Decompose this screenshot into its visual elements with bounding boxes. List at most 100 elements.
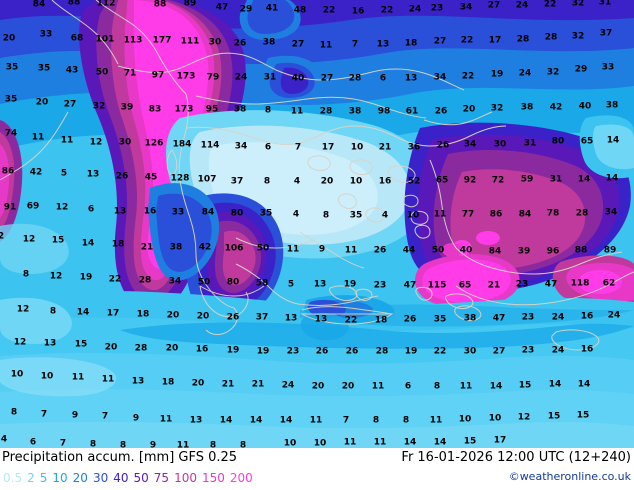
precip-value-label: 65: [580, 136, 594, 147]
precip-value-label: 26: [373, 245, 387, 256]
precip-value-label: 34: [604, 207, 618, 218]
precip-value-label: 15: [74, 339, 88, 350]
precip-value-label: 38: [348, 106, 362, 117]
precipitation-map[interactable]: 84 88 112 88 89 47 29 41 48 22 16 22 24 23 34 27 24 22 32 3…: [0, 0, 634, 448]
precip-value-label: 17: [488, 35, 502, 46]
precip-value-label: 22: [322, 5, 336, 16]
precip-value-label: 34: [463, 139, 477, 150]
precip-value-label: 6: [264, 142, 272, 153]
scale-value-5[interactable]: 5: [39, 471, 48, 485]
precip-value-label: 19: [343, 279, 357, 290]
precip-value-label: 7: [351, 39, 359, 50]
precip-value-label: 32: [490, 103, 504, 114]
precip-value-label: 28: [516, 34, 530, 45]
precip-value-label: 8: [89, 439, 97, 448]
precip-value-label: 28: [575, 208, 589, 219]
precip-value-label: 34: [459, 2, 473, 13]
precip-value-label: 12: [517, 412, 531, 423]
precip-value-label: 27: [492, 346, 506, 357]
scale-value-30[interactable]: 30: [92, 471, 109, 485]
precip-value-label: 35: [259, 208, 273, 219]
precip-value-label: 80: [551, 136, 565, 147]
scale-value-75[interactable]: 75: [153, 471, 170, 485]
precip-value-label: 8: [239, 440, 247, 448]
precip-value-label: 10: [488, 413, 502, 424]
precip-value-label: 32: [546, 67, 560, 78]
precip-value-label: 115: [427, 280, 447, 291]
precip-value-label: 12: [55, 202, 69, 213]
precip-value-label: 20: [462, 104, 476, 115]
precip-value-label: 28: [138, 275, 152, 286]
precip-value-label: 33: [39, 29, 53, 40]
precip-value-label: 78: [546, 208, 560, 219]
precip-value-label: 58: [255, 278, 269, 289]
precip-value-label: 19: [404, 346, 418, 357]
precip-value-label: 38: [520, 102, 534, 113]
precip-value-label: 5: [60, 168, 68, 179]
scale-value-150[interactable]: 150: [201, 471, 225, 485]
precip-value-label: 21: [378, 142, 392, 153]
precip-value-label: 14: [577, 379, 591, 390]
precip-value-label: 106: [224, 243, 244, 254]
precip-value-label: 34: [168, 276, 182, 287]
precip-value-label: 47: [544, 279, 558, 290]
precip-value-label: 13: [376, 39, 390, 50]
precip-value-label: 10: [350, 142, 364, 153]
precip-value-label: 71: [123, 68, 137, 79]
precip-value-label: 91: [3, 202, 17, 213]
precip-value-label: 26: [233, 38, 247, 49]
precip-value-label: 50: [431, 245, 445, 256]
scale-value-2[interactable]: 2: [27, 471, 35, 485]
scale-value-10[interactable]: 10: [52, 471, 68, 485]
precip-value-label: 173: [174, 104, 194, 115]
precip-value-label: 39: [120, 102, 134, 113]
precip-value-label: 29: [239, 4, 253, 15]
precip-value-label: 37: [599, 28, 613, 39]
precip-value-label: 69: [26, 201, 40, 212]
precip-value-label: 31: [523, 138, 537, 149]
precip-value-label: 11: [101, 374, 115, 385]
precip-value-label: 20: [191, 378, 205, 389]
precip-value-label: 10: [458, 414, 472, 425]
precip-value-label: 12: [22, 234, 36, 245]
precip-value-label: 14: [279, 415, 293, 426]
precip-value-label: 26: [115, 171, 129, 182]
scale-value-200[interactable]: 200: [229, 471, 253, 485]
scale-value-20[interactable]: 20: [72, 471, 88, 485]
precip-value-label: 11: [290, 106, 304, 117]
precip-value-label: 107: [197, 174, 217, 185]
precip-value-label: 24: [408, 4, 422, 15]
precip-value-label: 5: [287, 279, 295, 290]
precip-value-label: 27: [291, 39, 305, 50]
precip-value-label: 16: [195, 344, 209, 355]
precip-value-label: 8: [22, 269, 30, 280]
precip-value-label: 23: [521, 312, 535, 323]
precip-value-label: 7: [294, 142, 302, 153]
precip-value-label: 14: [606, 135, 620, 146]
color-scale-legend[interactable]: 0.5 2 5 10 20 30 40 50 75 100 150 200: [3, 469, 253, 487]
precip-value-label: 112: [96, 0, 116, 9]
scale-value-50[interactable]: 50: [133, 471, 149, 485]
precip-value-label: 11: [343, 437, 357, 448]
precip-value-label: 11: [71, 372, 85, 383]
precip-value-label: 86: [489, 209, 503, 220]
precip-value-label: 8: [209, 440, 217, 448]
precip-value-label: 14: [433, 437, 447, 448]
precip-value-label: 47: [492, 313, 506, 324]
precip-value-label: 22: [543, 0, 557, 10]
precip-value-label: 28: [375, 346, 389, 357]
scale-value-0-5[interactable]: 0.5: [3, 471, 23, 485]
precip-value-label: 8: [119, 440, 127, 448]
precip-value-label: 89: [183, 0, 197, 9]
precip-value-label: 27: [63, 99, 77, 110]
precip-value-label: 8: [402, 415, 410, 426]
precip-value-label: 26: [436, 140, 450, 151]
precip-value-label: 34: [433, 72, 447, 83]
precip-value-label: 26: [434, 106, 448, 117]
precip-value-label: 38: [169, 242, 183, 253]
precip-value-label: 23: [430, 3, 444, 14]
precip-value-label: 18: [404, 38, 418, 49]
scale-value-100[interactable]: 100: [174, 471, 197, 485]
scale-value-40[interactable]: 40: [113, 471, 129, 485]
